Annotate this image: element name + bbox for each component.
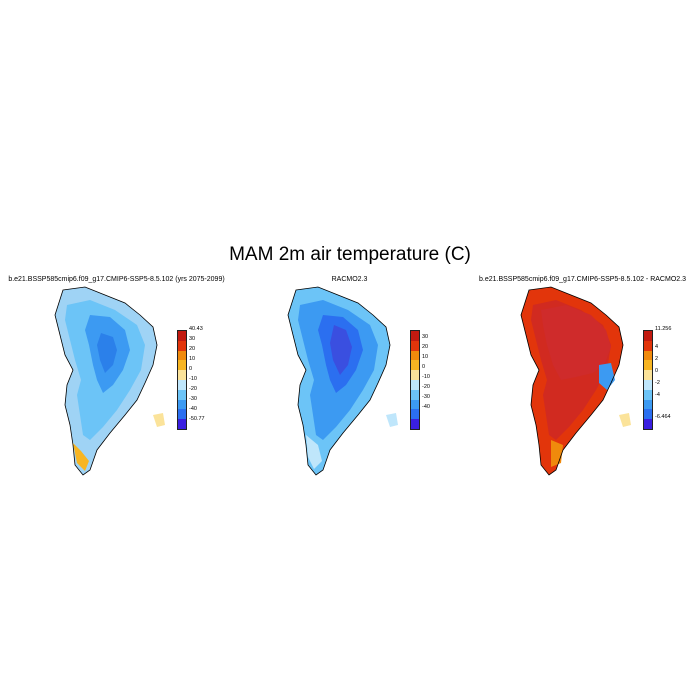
colorbar-segment — [178, 331, 186, 341]
colorbar-segment — [178, 340, 186, 351]
colorbar-label: 4 — [655, 344, 659, 350]
colorbar-segment — [411, 360, 419, 371]
panel-title: b.e21.BSSP585cmip6.f09_g17.CMIP6-SSP5-8.… — [8, 276, 225, 283]
colorbar-segment — [178, 389, 186, 400]
colorbar-segment — [411, 379, 419, 390]
greenland-map — [45, 285, 170, 480]
colorbar-segment — [644, 399, 652, 410]
colorbar-label: -6.464 — [655, 414, 671, 420]
colorbar-segment — [644, 409, 652, 420]
colorbar-segment — [411, 409, 419, 420]
colorbar-label: -30 — [189, 396, 197, 402]
colorbar-segment — [644, 370, 652, 380]
colorbar-label: 10 — [189, 356, 196, 362]
colorbar-label: -10 — [422, 374, 430, 380]
colorbar-label: -50.77 — [189, 416, 205, 422]
colorbar-label: 30 — [422, 334, 429, 340]
colorbar-label: -4 — [655, 392, 660, 398]
greenland-map — [278, 285, 403, 480]
colorbar-label: 20 — [189, 346, 196, 352]
colorbar-label: -20 — [422, 384, 430, 390]
colorbar-labels: 11.256 4 2 0 -2 -4 -6.464 — [655, 326, 695, 434]
colorbar-segment — [644, 379, 652, 390]
colorbar — [643, 330, 653, 430]
panel-model: b.e21.BSSP585cmip6.f09_g17.CMIP6-SSP5-8.… — [0, 276, 233, 476]
colorbar-label: 0 — [655, 368, 659, 374]
colorbar-label: 20 — [422, 344, 429, 350]
colorbar-segment — [178, 419, 186, 429]
colorbar-segment — [178, 409, 186, 420]
colorbar — [177, 330, 187, 430]
colorbar-segment — [411, 331, 419, 341]
colorbar-segment — [411, 350, 419, 361]
figure-title: MAM 2m air temperature (C) — [229, 244, 471, 265]
colorbar-segment — [644, 419, 652, 429]
panel-difference: b.e21.BSSP585cmip6.f09_g17.CMIP6-SSP5-8.… — [466, 276, 699, 476]
colorbar-label: 40.43 — [189, 326, 203, 332]
colorbar-label: 2 — [655, 356, 659, 362]
colorbar-segment — [178, 350, 186, 361]
panel-racmo: RACMO2.3 30 20 10 0 -10 -20 -30 -40 — [233, 276, 466, 476]
colorbar-segment — [644, 389, 652, 400]
colorbar-label: -40 — [189, 406, 197, 412]
colorbar-segment — [178, 370, 186, 380]
colorbar-segment — [411, 340, 419, 351]
colorbar-label: -20 — [189, 386, 197, 392]
colorbar-segment — [178, 399, 186, 410]
colorbar-label: 30 — [189, 336, 196, 342]
colorbar-segment — [178, 379, 186, 390]
colorbar-segment — [644, 350, 652, 361]
colorbar-segment — [411, 389, 419, 400]
colorbar-label: 0 — [189, 366, 193, 372]
colorbar-label: 10 — [422, 354, 429, 360]
colorbar-segment — [411, 419, 419, 429]
colorbar-segment — [411, 370, 419, 380]
colorbar-label: -40 — [422, 404, 430, 410]
colorbar — [410, 330, 420, 430]
panel-title: RACMO2.3 — [331, 276, 368, 283]
colorbar-segment — [644, 331, 652, 341]
colorbar-label: 11.256 — [655, 326, 672, 332]
colorbar-labels: 40.43 30 20 10 0 -10 -20 -30 -40 -50.77 — [189, 326, 229, 434]
colorbar-label: -30 — [422, 394, 430, 400]
colorbar-segment — [178, 360, 186, 371]
colorbar-label: -10 — [189, 376, 197, 382]
colorbar-label: 0 — [422, 364, 426, 370]
greenland-map — [511, 285, 636, 480]
colorbar-labels: 30 20 10 0 -10 -20 -30 -40 — [422, 326, 462, 434]
colorbar-segment — [411, 399, 419, 410]
colorbar-label: -2 — [655, 380, 660, 386]
panel-title: b.e21.BSSP585cmip6.f09_g17.CMIP6-SSP5-8.… — [479, 276, 686, 283]
colorbar-segment — [644, 360, 652, 371]
colorbar-segment — [644, 340, 652, 351]
